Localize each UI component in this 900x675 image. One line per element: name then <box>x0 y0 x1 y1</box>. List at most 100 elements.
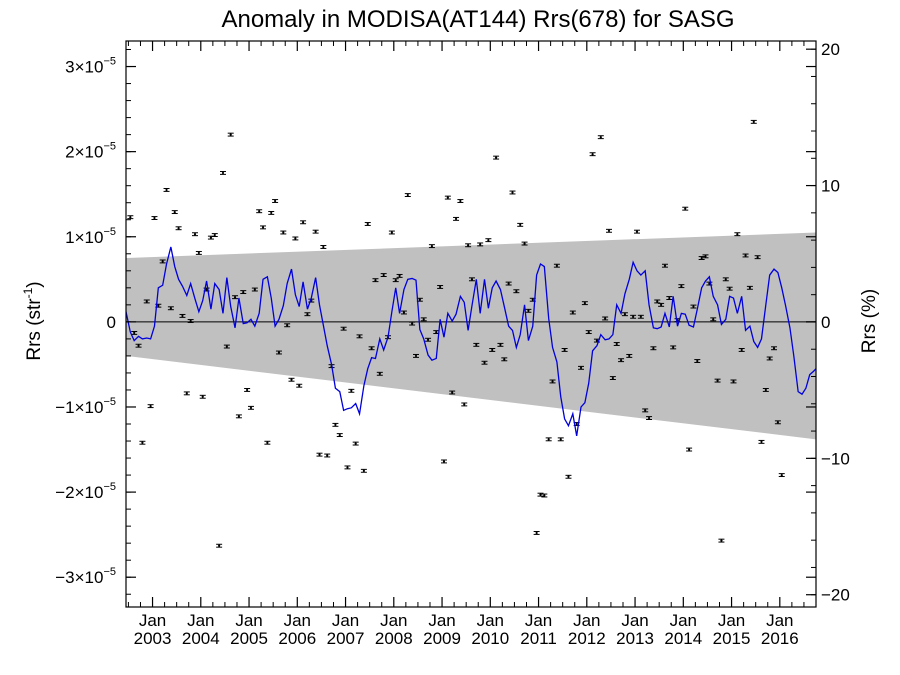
point-marker <box>708 282 711 285</box>
point-marker <box>294 237 297 240</box>
data-point <box>344 465 351 470</box>
point-marker <box>732 380 735 383</box>
data-point <box>678 284 685 289</box>
data-point <box>420 317 427 322</box>
point-marker <box>406 193 409 197</box>
y-axis-label-right: Rrs (%) <box>859 289 880 353</box>
data-point <box>602 316 609 321</box>
data-point <box>147 404 154 409</box>
data-point <box>501 357 508 362</box>
point-marker <box>567 475 570 478</box>
y2-tick-label: 10 <box>821 177 840 196</box>
data-point <box>706 281 713 286</box>
data-point <box>312 229 319 234</box>
data-point <box>440 459 447 464</box>
point-marker <box>137 344 140 347</box>
data-point <box>654 299 661 304</box>
y-tick-label: −1×10−5 <box>55 396 116 417</box>
data-point <box>364 222 371 226</box>
data-point <box>404 193 411 198</box>
data-point <box>348 388 355 393</box>
data-point <box>569 310 576 315</box>
x-tick-year: 2012 <box>568 629 606 648</box>
data-point <box>179 313 186 318</box>
point-marker <box>282 231 285 234</box>
data-point <box>251 287 258 292</box>
point-marker <box>519 223 522 226</box>
data-point <box>557 437 564 442</box>
y2-tick-label: 20 <box>821 40 840 59</box>
point-marker <box>366 222 369 226</box>
point-marker <box>539 493 542 496</box>
point-marker <box>780 473 783 477</box>
point-marker <box>205 288 208 291</box>
data-point <box>630 314 637 319</box>
data-point <box>151 216 158 220</box>
point-marker <box>181 314 184 318</box>
x-tick-month: Jan <box>380 611 407 630</box>
point-marker <box>298 384 301 387</box>
y-tick-label: 1×10−5 <box>65 226 116 247</box>
data-point <box>300 220 307 225</box>
data-point <box>493 155 500 160</box>
x-tick-year: 2016 <box>761 629 799 648</box>
point-marker <box>390 231 393 234</box>
data-point <box>199 394 206 399</box>
point-marker <box>696 359 699 363</box>
data-point <box>521 241 528 246</box>
data-point <box>244 388 251 392</box>
point-marker <box>290 378 293 381</box>
data-point <box>272 199 279 203</box>
point-marker <box>760 440 763 443</box>
point-marker <box>591 153 594 156</box>
point-marker <box>358 335 361 338</box>
data-point <box>485 238 492 243</box>
point-marker <box>511 191 514 194</box>
data-point <box>702 254 709 259</box>
point-marker <box>660 303 663 306</box>
point-marker <box>756 256 759 259</box>
x-tick-year: 2005 <box>230 629 268 648</box>
data-point <box>392 278 399 283</box>
point-marker <box>145 300 148 303</box>
data-point <box>316 452 323 457</box>
data-point <box>127 215 134 220</box>
point-marker <box>535 531 538 535</box>
point-marker <box>494 156 498 159</box>
point-marker <box>314 230 317 233</box>
point-marker <box>378 372 381 375</box>
data-point <box>143 299 150 304</box>
point-marker <box>286 324 289 327</box>
x-tick-month: Jan <box>235 611 262 630</box>
data-point <box>135 343 142 348</box>
point-marker <box>418 298 421 301</box>
data-point <box>626 353 633 358</box>
point-marker <box>225 345 228 348</box>
point-marker <box>491 348 494 352</box>
point-marker <box>229 133 232 136</box>
point-marker <box>261 226 265 229</box>
data-point <box>388 230 395 235</box>
point-marker <box>507 282 510 285</box>
x-tick-month: Jan <box>621 611 648 630</box>
data-point <box>581 301 588 306</box>
point-marker <box>644 409 647 412</box>
data-point <box>256 209 263 214</box>
x-tick-year: 2008 <box>375 629 413 648</box>
plot-frame <box>125 40 817 608</box>
point-marker <box>515 290 518 293</box>
point-marker <box>346 466 349 469</box>
data-point <box>284 323 291 328</box>
point-marker <box>499 343 502 346</box>
data-point <box>232 295 239 300</box>
data-point <box>718 538 725 543</box>
point-marker <box>652 347 655 350</box>
data-point <box>497 342 504 347</box>
point-marker <box>607 229 611 232</box>
point-marker <box>301 221 305 224</box>
point-marker <box>209 236 213 239</box>
data-point <box>517 222 524 227</box>
data-point <box>461 402 468 407</box>
data-point <box>585 330 592 335</box>
data-point <box>771 346 778 351</box>
